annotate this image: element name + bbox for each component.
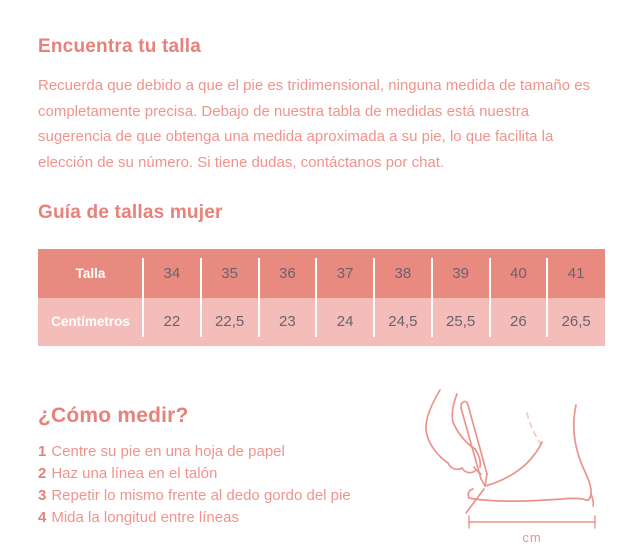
foot-pencil-drawing-icon: cm — [425, 389, 596, 545]
measurement-line — [468, 515, 596, 529]
step-number: 4 — [38, 509, 47, 526]
cm-cell: 24,5 — [373, 297, 432, 346]
size-cell: 38 — [373, 249, 432, 298]
table-row-label-talla: Talla — [38, 249, 143, 298]
find-size-title: Encuentra tu talla — [38, 36, 202, 57]
size-cell: 35 — [199, 249, 259, 298]
size-cell: 39 — [430, 249, 490, 298]
size-cell: 40 — [488, 249, 548, 298]
step-text: Centre su pie en una hoja de papel — [51, 443, 285, 460]
cm-label: cm — [522, 530, 541, 545]
how-to-measure-section: ¿Cómo medir? 1 Centre su pie en una hoja … — [38, 389, 605, 551]
how-to-measure-title: ¿Cómo medir? — [38, 404, 189, 427]
measure-step: 4 Mida la longitud entre líneas — [38, 507, 410, 529]
step-text: Haz una línea en el talón — [51, 465, 218, 482]
measure-steps: 1 Centre su pie en una hoja de papel 2 Haz… — [38, 441, 410, 529]
step-text: Mida la longitud entre líneas — [51, 509, 239, 526]
foot-measuring-illustration: cm — [410, 386, 625, 551]
cm-cell: 24 — [315, 297, 374, 346]
step-text: Repetir lo mismo frente al dedo gordo de… — [51, 487, 351, 504]
cm-cell: 22 — [142, 297, 201, 346]
table-row-label-centimetros: Centímetros — [38, 297, 143, 346]
size-guide-title: Guía de tallas mujer — [38, 202, 223, 223]
pencil-mark-line — [465, 488, 485, 514]
size-table: Talla 34 35 36 37 38 39 40 41 Centímetro… — [38, 249, 605, 346]
measure-step: 3 Repetir lo mismo frente al dedo gordo d… — [38, 485, 410, 507]
cm-cell: 25,5 — [430, 297, 490, 346]
cm-cell: 26,5 — [546, 297, 605, 346]
measure-step: 1 Centre su pie en una hoja de papel — [38, 441, 410, 463]
size-cell: 36 — [257, 249, 317, 298]
hand-arm-outline — [425, 389, 449, 464]
step-number: 2 — [38, 465, 47, 482]
pencil-icon — [460, 400, 488, 487]
cm-cell: 23 — [257, 297, 317, 346]
cm-cell: 26 — [488, 297, 548, 346]
cm-cell: 22,5 — [199, 297, 259, 346]
size-cell: 41 — [546, 249, 605, 298]
size-cell: 37 — [315, 249, 374, 298]
find-size-description: Recuerda que debido a que el pie es trid… — [38, 77, 591, 171]
foot-outline — [467, 488, 474, 499]
step-number: 1 — [38, 443, 47, 460]
step-number: 3 — [38, 487, 47, 504]
measure-step: 2 Haz una línea en el talón — [38, 463, 410, 485]
size-cell: 34 — [142, 249, 201, 298]
